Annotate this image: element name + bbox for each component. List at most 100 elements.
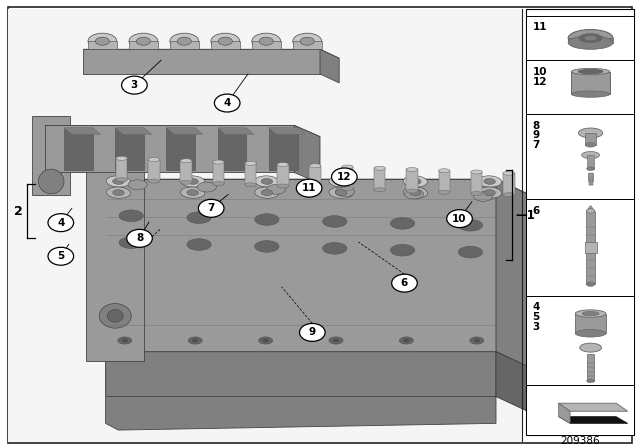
Polygon shape xyxy=(115,128,152,134)
Text: 7: 7 xyxy=(532,140,540,150)
Polygon shape xyxy=(115,128,144,170)
Circle shape xyxy=(127,229,152,247)
Bar xyxy=(526,296,634,385)
Text: 209386: 209386 xyxy=(560,436,600,446)
Polygon shape xyxy=(218,128,254,134)
Polygon shape xyxy=(129,41,157,49)
Polygon shape xyxy=(496,352,534,414)
Polygon shape xyxy=(45,125,320,137)
Bar xyxy=(471,172,483,194)
Ellipse shape xyxy=(255,176,279,187)
Ellipse shape xyxy=(503,171,515,175)
Ellipse shape xyxy=(404,189,424,199)
Ellipse shape xyxy=(118,337,132,344)
Bar xyxy=(212,162,224,184)
Ellipse shape xyxy=(323,215,347,227)
Ellipse shape xyxy=(586,209,595,213)
Ellipse shape xyxy=(572,91,610,97)
Ellipse shape xyxy=(342,165,353,169)
Polygon shape xyxy=(572,72,610,94)
Ellipse shape xyxy=(329,337,343,344)
Ellipse shape xyxy=(192,339,198,342)
Text: 4: 4 xyxy=(223,98,231,108)
Ellipse shape xyxy=(252,33,280,49)
Ellipse shape xyxy=(470,337,484,344)
Ellipse shape xyxy=(572,69,610,75)
Polygon shape xyxy=(170,41,198,49)
Ellipse shape xyxy=(374,166,385,170)
Polygon shape xyxy=(269,128,298,170)
Bar xyxy=(526,9,634,435)
Bar xyxy=(575,314,606,333)
Ellipse shape xyxy=(245,161,257,165)
Ellipse shape xyxy=(300,37,314,45)
Ellipse shape xyxy=(107,310,123,322)
Bar xyxy=(148,159,159,181)
Ellipse shape xyxy=(187,239,211,250)
Bar xyxy=(526,16,634,60)
Circle shape xyxy=(48,214,74,232)
Ellipse shape xyxy=(180,187,205,198)
Ellipse shape xyxy=(474,191,493,201)
Ellipse shape xyxy=(403,187,428,198)
Ellipse shape xyxy=(95,37,109,45)
Text: 7: 7 xyxy=(207,203,215,213)
Ellipse shape xyxy=(329,176,353,187)
Ellipse shape xyxy=(245,183,257,187)
Text: 12: 12 xyxy=(337,172,351,182)
Bar xyxy=(587,155,595,169)
Ellipse shape xyxy=(484,178,495,185)
Ellipse shape xyxy=(259,37,273,45)
Bar xyxy=(438,171,450,192)
Ellipse shape xyxy=(579,128,603,138)
Ellipse shape xyxy=(410,178,421,185)
Ellipse shape xyxy=(99,304,131,328)
Ellipse shape xyxy=(575,310,606,317)
Bar xyxy=(526,60,634,114)
Ellipse shape xyxy=(342,186,353,190)
Ellipse shape xyxy=(587,167,595,171)
Ellipse shape xyxy=(503,193,515,197)
Ellipse shape xyxy=(106,187,131,198)
Ellipse shape xyxy=(255,214,279,225)
Ellipse shape xyxy=(129,33,157,49)
Ellipse shape xyxy=(106,176,131,187)
Bar xyxy=(116,158,127,180)
Ellipse shape xyxy=(335,190,347,196)
Polygon shape xyxy=(88,41,116,49)
Ellipse shape xyxy=(323,242,347,254)
Text: 6: 6 xyxy=(401,278,408,288)
Ellipse shape xyxy=(587,379,595,383)
Bar xyxy=(584,242,596,253)
Ellipse shape xyxy=(188,337,202,344)
Text: 8: 8 xyxy=(532,121,540,130)
Polygon shape xyxy=(45,125,294,172)
Text: 3: 3 xyxy=(131,80,138,90)
Ellipse shape xyxy=(148,158,159,162)
Text: 9: 9 xyxy=(532,130,540,140)
Polygon shape xyxy=(496,179,534,370)
Ellipse shape xyxy=(329,187,353,198)
Polygon shape xyxy=(252,41,280,49)
Ellipse shape xyxy=(477,187,502,198)
Bar xyxy=(526,385,634,435)
Ellipse shape xyxy=(484,190,495,196)
Polygon shape xyxy=(559,417,628,423)
Polygon shape xyxy=(166,128,195,170)
Circle shape xyxy=(122,76,147,94)
Ellipse shape xyxy=(374,188,385,192)
Polygon shape xyxy=(320,49,339,83)
Ellipse shape xyxy=(582,311,599,316)
Ellipse shape xyxy=(310,164,321,168)
Ellipse shape xyxy=(474,339,480,342)
Bar xyxy=(586,211,595,284)
Text: 11: 11 xyxy=(302,183,316,193)
Polygon shape xyxy=(64,128,93,170)
Text: 4: 4 xyxy=(532,302,540,312)
Bar xyxy=(374,168,385,190)
Ellipse shape xyxy=(170,33,198,49)
Polygon shape xyxy=(83,49,320,74)
Ellipse shape xyxy=(277,163,289,167)
Polygon shape xyxy=(294,125,320,184)
Ellipse shape xyxy=(259,337,273,344)
